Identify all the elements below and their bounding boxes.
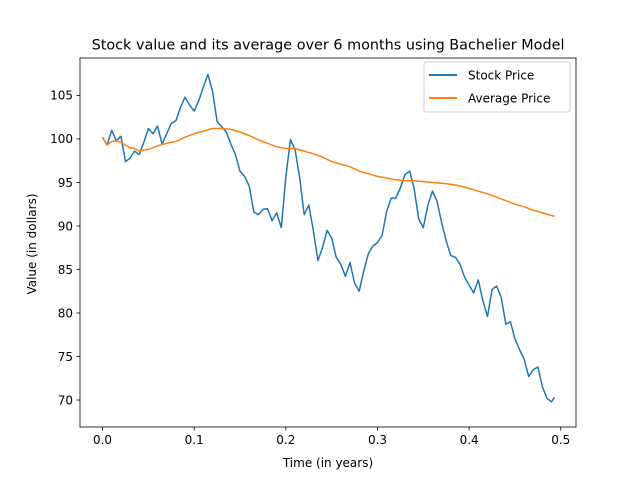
x-axis-label: Time (in years) bbox=[282, 456, 373, 470]
x-tick-label: 0.2 bbox=[276, 433, 295, 447]
x-tick-label: 0.0 bbox=[93, 433, 112, 447]
legend: Stock Price Average Price bbox=[423, 61, 571, 113]
chart-title: Stock value and its average over 6 month… bbox=[92, 38, 565, 54]
plot-frame bbox=[79, 57, 577, 428]
axes: 0.0 0.1 0.2 0.3 0.4 0.5 70 75 80 85 90 95 100 105 bbox=[50, 57, 577, 447]
y-tick-label: 70 bbox=[58, 393, 73, 407]
x-tick-label: 0.3 bbox=[368, 433, 387, 447]
y-tick-label: 95 bbox=[58, 176, 73, 190]
plot-area bbox=[101, 73, 556, 403]
y-axis-label: Value (in dollars) bbox=[25, 193, 39, 294]
legend-label-average-price: Average Price bbox=[468, 92, 550, 106]
series-line-stock-price bbox=[101, 73, 556, 403]
y-tick-label: 80 bbox=[58, 306, 73, 320]
y-tick-label: 85 bbox=[58, 263, 73, 277]
series-line-average-price bbox=[101, 127, 555, 218]
x-tick-label: 0.5 bbox=[551, 433, 570, 447]
y-tick-label: 90 bbox=[58, 219, 73, 233]
legend-box bbox=[423, 61, 571, 113]
x-tick-label: 0.4 bbox=[460, 433, 479, 447]
y-tick-label: 100 bbox=[50, 132, 73, 146]
x-tick-label: 0.1 bbox=[185, 433, 204, 447]
y-tick-label: 105 bbox=[50, 89, 73, 103]
y-tick-label: 75 bbox=[58, 350, 73, 364]
legend-label-stock-price: Stock Price bbox=[468, 69, 534, 83]
